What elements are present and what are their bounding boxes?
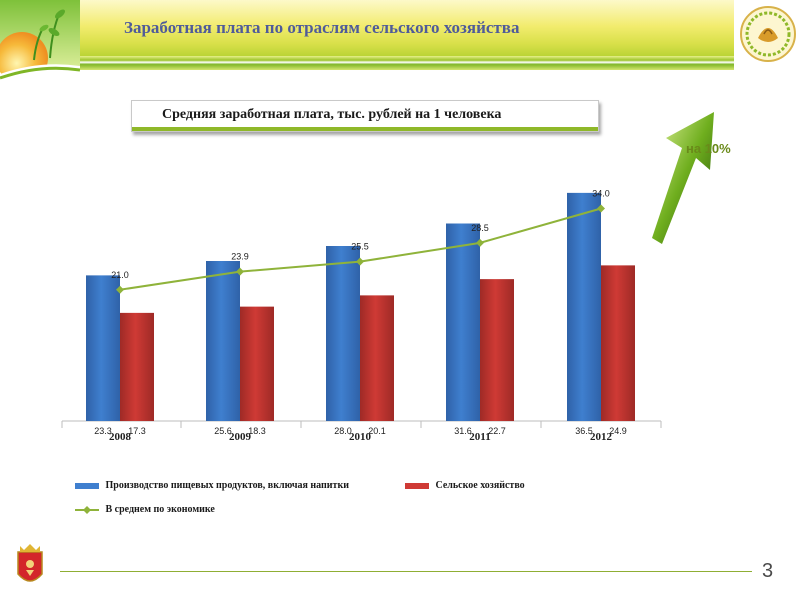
x-tick-label-2009: 2009 (229, 431, 252, 443)
legend-swatch-agri (405, 482, 429, 489)
data-label-avg-2008: 21.0 (111, 270, 129, 280)
data-label-agri-2009: 18.3 (248, 426, 266, 436)
data-label-avg-2012: 34.0 (592, 189, 610, 199)
legend-item-food: Производство пищевых продуктов, включая … (75, 480, 349, 491)
data-label-avg-2011: 28.5 (471, 223, 489, 233)
bar-food-2012 (567, 192, 601, 421)
coat-of-arms-icon (17, 544, 43, 582)
chart-title: Средняя заработная плата, тыс. рублей на… (162, 107, 502, 122)
page-title: Заработная плата по отраслям сельского х… (124, 18, 520, 37)
data-label-avg-2010: 25.5 (351, 242, 369, 252)
legend-marker-avg (75, 505, 99, 514)
bar-agri-2012 (601, 265, 635, 421)
bar-food-2011 (446, 223, 480, 421)
data-label-food-2009: 25.6 (214, 426, 232, 436)
header-band (78, 0, 734, 58)
data-label-agri-2011: 22.7 (488, 426, 506, 436)
legend-label-agri: Сельское хозяйство (435, 480, 525, 491)
footer-divider (60, 571, 752, 572)
x-tick-label-2008: 2008 (109, 431, 132, 443)
bar-agri-2011 (480, 279, 514, 421)
point-avg-2010 (356, 257, 364, 266)
sunrise-sprout-icon (0, 0, 80, 96)
legend-swatch-food (75, 482, 99, 489)
data-label-agri-2008: 17.3 (128, 426, 146, 436)
x-tick-label-2010: 2010 (349, 431, 372, 443)
page-number: 3 (762, 560, 774, 582)
header: Заработная плата по отраслям сельского х… (0, 0, 800, 72)
data-label-avg-2009: 23.9 (231, 252, 249, 262)
x-tick-label-2012: 2012 (590, 431, 613, 443)
bar-food-2009 (206, 261, 240, 421)
legend-label-avg: В среднем по экономике (105, 504, 215, 515)
chart-subtitle-box: Средняя заработная плата, тыс. рублей на… (131, 100, 599, 132)
data-label-food-2011: 31.6 (454, 426, 472, 436)
x-tick-label-2011: 2011 (469, 431, 490, 443)
growth-arrow-icon (652, 112, 714, 244)
bar-food-2008 (86, 275, 120, 421)
bar-agri-2008 (120, 312, 154, 421)
point-avg-2008 (116, 285, 124, 294)
bar-agri-2010 (360, 295, 394, 421)
data-label-agri-2010: 20.1 (368, 426, 386, 436)
data-label-agri-2012: 24.9 (609, 426, 627, 436)
legend-label-food: Производство пищевых продуктов, включая … (105, 480, 349, 491)
data-label-food-2010: 28.0 (334, 426, 352, 436)
bar-food-2010 (326, 246, 360, 421)
legend-item-avg: В среднем по экономике (75, 504, 215, 515)
data-label-food-2008: 23.3 (94, 426, 112, 436)
point-avg-2011 (476, 238, 484, 247)
ministry-emblem-icon (736, 0, 800, 72)
point-avg-2012 (597, 204, 605, 213)
point-avg-2009 (236, 267, 244, 276)
legend-item-agri: Сельское хозяйство (405, 480, 525, 491)
growth-label: на 10% (686, 141, 731, 156)
bar-agri-2009 (240, 306, 274, 421)
data-label-food-2012: 36.5 (575, 426, 593, 436)
header-stripes (78, 56, 734, 70)
